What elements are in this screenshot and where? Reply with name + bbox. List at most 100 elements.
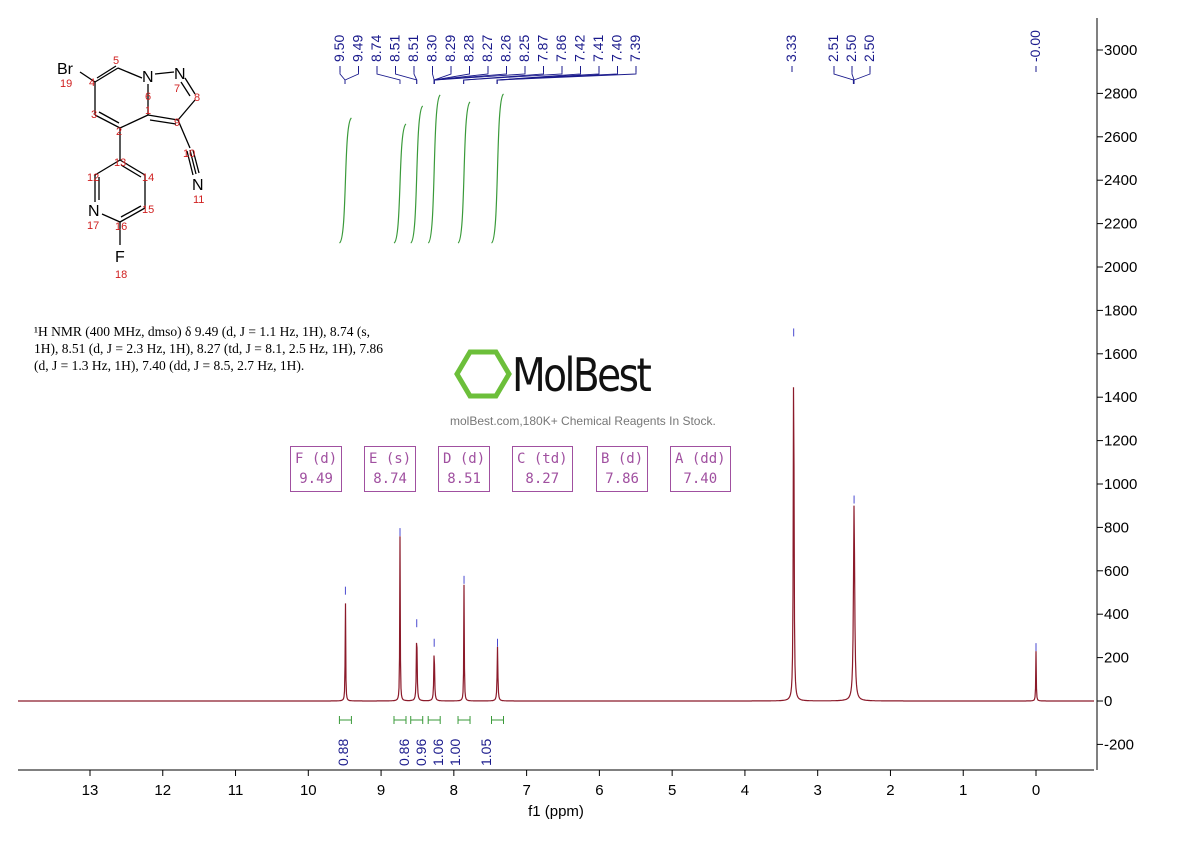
peak-label: 2.51 [825, 35, 841, 62]
peak-label: 8.25 [516, 35, 532, 62]
peak-label: 8.74 [368, 35, 384, 62]
peak-label: 8.30 [424, 35, 440, 62]
peak-label: 2.50 [861, 35, 877, 62]
x-tick-label: 8 [450, 782, 458, 799]
atom-number: 8 [194, 92, 200, 104]
atom-number: 17 [87, 220, 99, 232]
x-tick-label: 3 [814, 782, 822, 799]
atom-number: 19 [60, 78, 72, 90]
integral-bracket [338, 716, 352, 724]
peak-label: 8.26 [498, 35, 514, 62]
integral-label: 0.88 [335, 739, 351, 766]
atom-n7: N [174, 66, 186, 83]
peak-label: 7.87 [535, 35, 551, 62]
peak-label: 8.51 [387, 35, 403, 62]
x-tick-label: 9 [377, 782, 385, 799]
y-tick-label: 1800 [1104, 302, 1137, 319]
x-axis-label: f1 (ppm) [528, 803, 584, 820]
peak-label-connector [395, 72, 418, 84]
integral-curve [393, 123, 407, 244]
y-tick-label: 1200 [1104, 433, 1137, 450]
x-tick-label: 0 [1032, 782, 1040, 799]
multiplet-box-c: C (td) 8.27 [512, 446, 573, 492]
atom-number: 10 [183, 148, 195, 160]
integral-label: 0.96 [413, 739, 429, 766]
peak-label: 7.40 [609, 35, 625, 62]
integral-curve [427, 94, 441, 244]
atom-number: 15 [142, 204, 154, 216]
atom-number: 16 [115, 221, 127, 233]
atom-number: 11 [193, 194, 204, 206]
peak-label: 2.50 [843, 35, 859, 62]
y-tick-label: 600 [1104, 563, 1129, 580]
multiplet-box-a: A (dd) 7.40 [670, 446, 731, 492]
atom-f: F [115, 249, 125, 266]
y-tick-label: 2600 [1104, 129, 1137, 146]
integral-curve [490, 93, 505, 244]
atom-number: 2 [116, 126, 122, 138]
peak-label: 3.33 [783, 35, 799, 62]
y-tick-label: -200 [1104, 736, 1134, 753]
x-tick-label: 1 [959, 782, 967, 799]
atom-number: 7 [174, 83, 180, 95]
multiplet-box-b: B (d) 7.86 [596, 446, 649, 492]
y-tick-label: 200 [1104, 650, 1129, 667]
peak-label: 7.86 [553, 35, 569, 62]
watermark-tagline: molBest.com,180K+ Chemical Reagents In S… [450, 414, 716, 428]
atom-number: 9 [174, 117, 180, 129]
integral-curve [338, 117, 352, 244]
peak-label-connector [496, 72, 637, 84]
x-tick-label: 13 [82, 782, 99, 799]
x-tick-label: 7 [522, 782, 530, 799]
peak-label: 7.42 [572, 35, 588, 62]
peak-label: 9.49 [350, 35, 366, 62]
integral-label: 1.05 [478, 739, 494, 766]
x-tick-label: 10 [300, 782, 317, 799]
atom-n17: N [88, 203, 100, 220]
y-tick-label: 2200 [1104, 216, 1137, 233]
multiplet-box-e: E (s) 8.74 [364, 446, 417, 492]
integral-curve [410, 105, 424, 244]
integral-label: 1.00 [447, 739, 463, 766]
peak-label-connector [344, 72, 359, 84]
y-tick-label: 2800 [1104, 85, 1137, 102]
peak-label: 8.29 [442, 35, 458, 62]
peak-label: 8.27 [479, 35, 495, 62]
x-tick-label: 11 [228, 782, 244, 799]
peak-label: 9.50 [331, 35, 347, 62]
peak-label-connector [339, 72, 346, 84]
y-tick-label: 800 [1104, 519, 1129, 536]
atom-number: 18 [115, 269, 127, 281]
x-tick-label: 5 [668, 782, 676, 799]
y-tick-label: 3000 [1104, 42, 1137, 59]
atom-n6: N [142, 69, 154, 86]
atom-number: 6 [145, 91, 151, 103]
atom-number: 3 [91, 109, 97, 121]
atom-n11: N [192, 177, 204, 194]
spectrum-line [18, 387, 1094, 702]
nmr-description: ¹H NMR (400 MHz, dmso) δ 9.49 (d, J = 1.… [34, 324, 383, 373]
atom-number: 14 [142, 172, 154, 184]
y-tick-label: 2000 [1104, 259, 1137, 276]
y-tick-label: 1000 [1104, 476, 1137, 493]
peak-label-connector [853, 72, 871, 84]
x-tick-label: 2 [886, 782, 894, 799]
peak-label-connector [413, 72, 418, 84]
integral-bracket [393, 716, 407, 724]
atom-number: 1 [145, 105, 151, 117]
integral-curve [457, 101, 471, 244]
y-tick-label: 1400 [1104, 389, 1137, 406]
peak-label-connector [433, 72, 526, 84]
atom-number: 12 [87, 172, 99, 184]
integral-label: 0.86 [396, 739, 412, 766]
integral-bracket [491, 716, 505, 724]
multiplet-box-f: F (d) 9.49 [290, 446, 343, 492]
integral-bracket [410, 716, 424, 724]
integral-bracket [457, 716, 471, 724]
atom-number: 5 [113, 55, 119, 67]
atom-br: Br [57, 61, 74, 78]
peak-label-connector [463, 72, 563, 84]
atom-number: 4 [89, 77, 95, 89]
peak-label-connector [376, 72, 401, 84]
